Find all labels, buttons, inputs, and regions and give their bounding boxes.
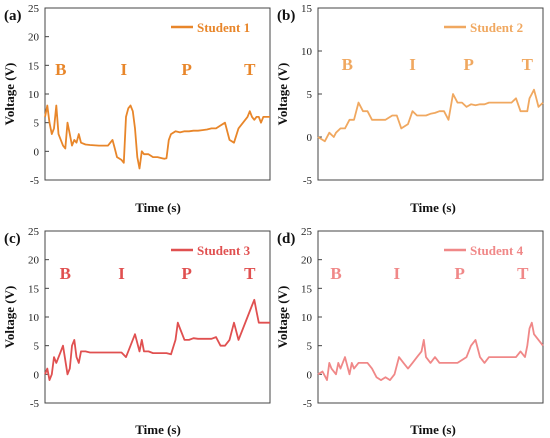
legend-label: Student 1 [197, 20, 250, 35]
legend-label: Student 2 [470, 20, 523, 35]
annotation-i: I [409, 55, 416, 74]
annotation-i: I [118, 264, 125, 283]
series-line-student-2 [317, 88, 544, 143]
annotation-t: T [244, 264, 256, 283]
y-tick-label: 10 [301, 46, 313, 58]
y-tick-label: 0 [307, 132, 313, 144]
y-tick-label: 20 [301, 255, 313, 267]
y-tick-label: 10 [28, 312, 40, 324]
panel-label: (d) [277, 231, 295, 247]
y-tick-label: 5 [34, 118, 40, 130]
panel-3: -5 0 5 10 15 20 25 Student 3 B I P T (c) Time (s) Volt… [2, 226, 271, 437]
series-line-student-4 [317, 321, 544, 382]
panel-label: (c) [4, 231, 21, 247]
annotation-i: I [393, 264, 400, 283]
y-tick-label: 0 [34, 369, 40, 381]
annotation-p: P [182, 60, 192, 79]
annotation-p: P [455, 264, 465, 283]
y-tick-label: 10 [301, 312, 313, 324]
y-axis-title: Voltage (V) [2, 286, 17, 349]
panel-2: -5 0 5 10 15 Student 2 B I P T (b) Time (s) Voltage … [275, 3, 544, 215]
y-tick-label: 20 [28, 255, 40, 267]
y-tick-label: 15 [28, 283, 40, 295]
y-tick-label: 15 [301, 3, 313, 15]
legend-label: Student 4 [470, 243, 524, 258]
annotation-b: B [342, 55, 353, 74]
y-tick-label: 15 [301, 283, 313, 295]
annotation-t: T [517, 264, 529, 283]
annotation-t: T [244, 60, 256, 79]
annotation-b: B [60, 264, 71, 283]
y-tick-label: 25 [301, 226, 313, 238]
y-tick-label: -5 [30, 398, 40, 410]
y-axis-title: Voltage (V) [275, 286, 290, 349]
y-tick-label: 15 [28, 60, 40, 72]
y-tick-label: 5 [307, 341, 313, 353]
panel-label: (a) [4, 8, 22, 24]
y-tick-label: -5 [303, 175, 313, 187]
y-tick-label: -5 [30, 175, 40, 187]
series-line-student-3 [44, 298, 270, 382]
x-axis-title: Time (s) [410, 422, 456, 437]
y-axis-title: Voltage (V) [2, 63, 17, 126]
panel-1: -5 0 5 10 15 20 25 Student 1 B I P T (a) Time (s) Volt… [2, 3, 271, 215]
y-tick-label: 25 [28, 226, 40, 238]
annotation-b: B [330, 264, 341, 283]
annotation-i: I [120, 60, 127, 79]
annotation-b: B [55, 60, 66, 79]
annotation-p: P [464, 55, 474, 74]
y-axis-title: Voltage (V) [275, 63, 290, 126]
y-tick-label: 20 [28, 32, 40, 44]
panel-4: -5 0 5 10 15 20 25 Student 4 B I P T (d) Time (s) Volt… [275, 226, 544, 437]
x-axis-title: Time (s) [135, 200, 181, 215]
y-tick-label: 0 [307, 369, 313, 381]
y-tick-label: 10 [28, 89, 40, 101]
panel-label: (b) [277, 8, 295, 24]
x-axis-title: Time (s) [410, 200, 456, 215]
y-tick-label: 0 [34, 146, 40, 158]
y-tick-label: -5 [303, 398, 313, 410]
x-axis-title: Time (s) [135, 422, 181, 437]
y-tick-label: 25 [28, 3, 40, 15]
annotation-t: T [522, 55, 534, 74]
annotation-p: P [182, 264, 192, 283]
y-tick-label: 5 [307, 89, 313, 101]
legend-label: Student 3 [197, 243, 251, 258]
series-line-student-1 [44, 104, 270, 170]
y-tick-label: 5 [34, 341, 40, 353]
